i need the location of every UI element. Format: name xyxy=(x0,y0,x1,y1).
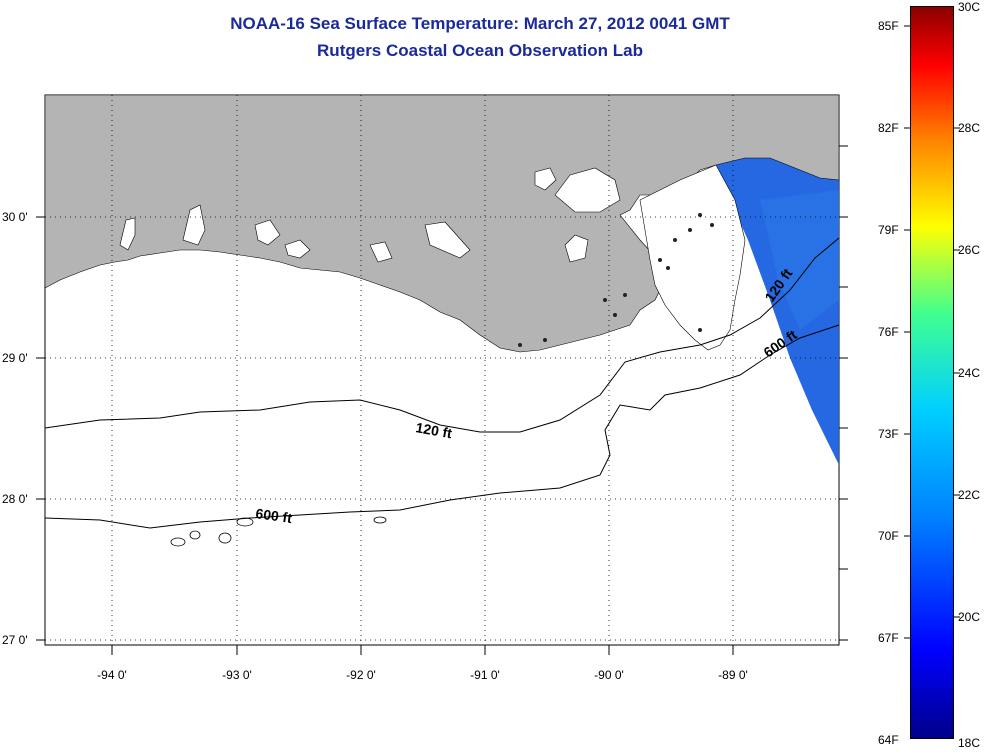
colorbar-f-label: 64F xyxy=(878,733,899,747)
marsh-speckles xyxy=(518,213,714,347)
lat-label: 29 0' xyxy=(2,351,28,365)
lon-label: -92 0' xyxy=(346,668,376,682)
contour-120ft xyxy=(44,237,840,433)
map-title: NOAA-16 Sea Surface Temperature: March 2… xyxy=(230,14,730,33)
colorbar-f-label: 85F xyxy=(878,19,899,33)
axis-ticks xyxy=(36,145,848,655)
lake xyxy=(254,219,281,246)
lat-label: 27 0' xyxy=(2,633,28,647)
colorbar-c-label: 22C xyxy=(958,488,981,502)
lon-label: -93 0' xyxy=(222,668,252,682)
colorbar-f-label: 76F xyxy=(878,325,899,339)
contour-label: 120 ft xyxy=(414,419,453,441)
lon-label: -90 0' xyxy=(594,668,624,682)
lon-label: -94 0' xyxy=(97,668,127,682)
colorbar-f-label: 82F xyxy=(878,121,899,135)
lake xyxy=(424,221,471,259)
lon-gridlines xyxy=(111,95,734,645)
lake xyxy=(119,217,136,251)
contour-600ft xyxy=(44,324,840,529)
colorbar-c-label: 30C xyxy=(958,0,981,14)
colorbar-c-label: 20C xyxy=(958,610,981,624)
lake xyxy=(182,204,206,246)
lon-label: -89 0' xyxy=(718,668,748,682)
sst-swath-shade xyxy=(760,190,839,330)
colorbar-f-label: 79F xyxy=(878,223,899,237)
lon-label: -91 0' xyxy=(470,668,500,682)
colorbar-f-label: 73F xyxy=(878,427,899,441)
colorbar-c-label: 18C xyxy=(958,736,981,750)
contour-label: 600 ft xyxy=(255,505,294,526)
colorbar-c-label: 24C xyxy=(958,366,981,380)
lake xyxy=(564,234,589,263)
delta xyxy=(639,164,746,351)
colorbar-ticks xyxy=(904,25,960,639)
lake xyxy=(554,167,621,213)
lake xyxy=(284,239,311,259)
colorbar-f-label: 70F xyxy=(878,529,899,543)
colorbar-c-label: 28C xyxy=(958,121,981,135)
colorbar-f-label: 67F xyxy=(878,631,899,645)
lake xyxy=(534,167,557,191)
contour-islands xyxy=(170,516,387,547)
lat-label: 28 0' xyxy=(2,492,28,506)
colorbar xyxy=(910,6,954,739)
colorbar-c-label: 26C xyxy=(958,243,981,257)
lat-label: 30 0' xyxy=(2,210,28,224)
map-subtitle: Rutgers Coastal Ocean Observation Lab xyxy=(317,41,643,60)
lake xyxy=(369,241,393,263)
